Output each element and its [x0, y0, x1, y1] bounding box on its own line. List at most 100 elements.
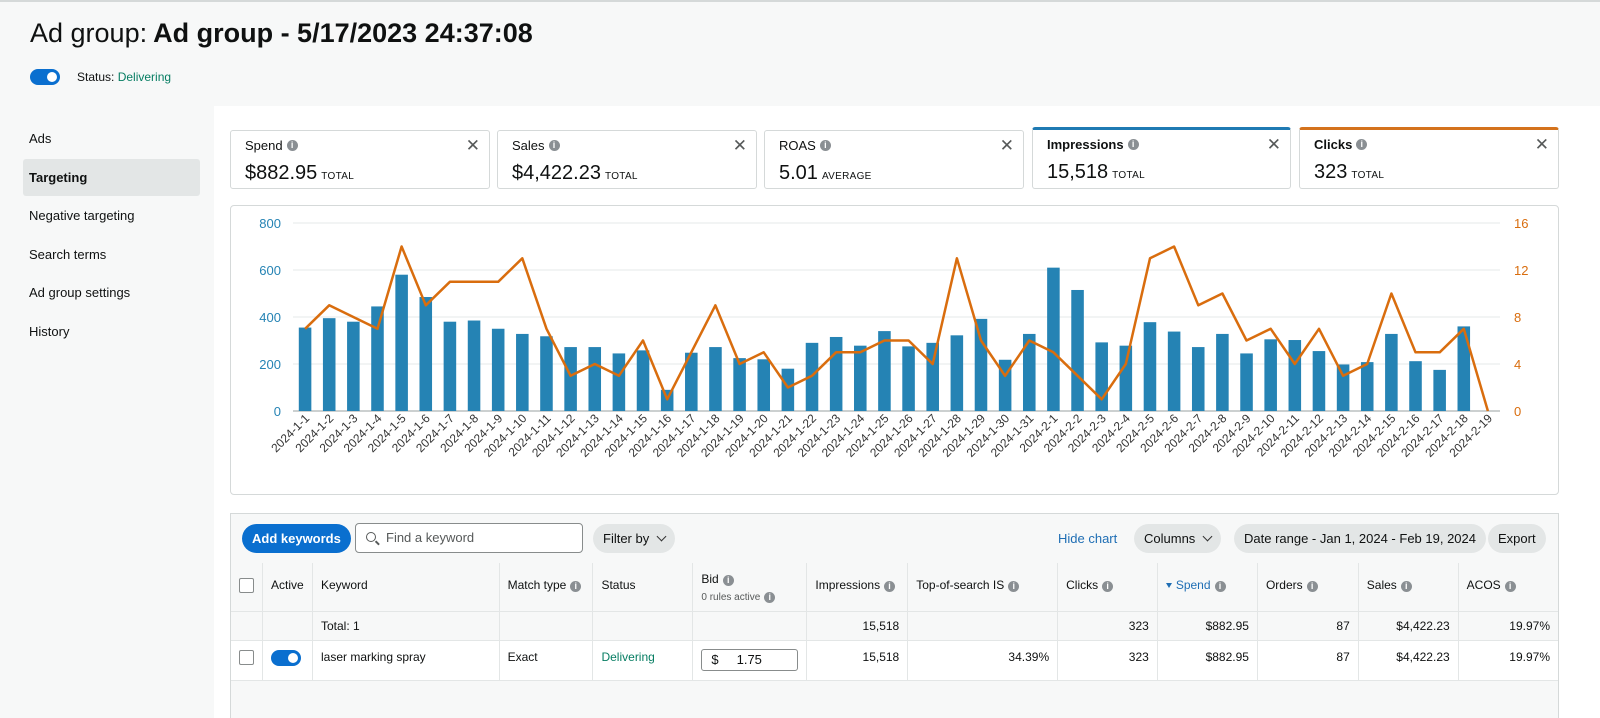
columns-dropdown[interactable]: Columns [1134, 524, 1222, 553]
total-spend: $882.95 [1157, 611, 1258, 641]
metric-card-spend[interactable]: Spend i $882.95 TOTAL ✕ [230, 130, 490, 189]
col-bid[interactable]: Bid i 0 rules active i [692, 563, 808, 612]
close-icon[interactable]: ✕ [465, 136, 480, 155]
col-orders[interactable]: Orders i [1257, 563, 1359, 612]
impressions-bar [757, 359, 771, 411]
impressions-bar [1022, 333, 1036, 411]
impressions-bar [371, 306, 384, 411]
row-top-of-search: 34.39% [907, 640, 1059, 681]
bid-rules-label: 0 rules active [701, 592, 761, 603]
metric-card-roas[interactable]: ROAS i 5.01 AVERAGE ✕ [764, 130, 1024, 189]
impressions-bar [1143, 322, 1157, 411]
col-status[interactable]: Status [592, 563, 694, 612]
bid-input[interactable]: $1.75 [701, 648, 799, 671]
col-spend-label: Spend [1175, 578, 1211, 592]
impressions-bar [395, 274, 408, 411]
select-all-cell [231, 563, 263, 612]
col-impressions[interactable]: Impressions i [806, 563, 909, 612]
impressions-bar [1336, 364, 1350, 411]
col-active[interactable]: Active [262, 563, 313, 612]
keyword-active-toggle[interactable] [271, 649, 301, 666]
search-icon [366, 532, 376, 542]
impressions-bar [1457, 326, 1471, 411]
info-icon: i [1400, 581, 1412, 592]
metric-unit: TOTAL [321, 171, 355, 182]
impressions-bar [854, 345, 867, 411]
filter-by-dropdown[interactable]: Filter by [593, 524, 676, 553]
metric-value: 5.01 [779, 162, 818, 184]
columns-label: Columns [1144, 531, 1196, 546]
sidebar-item-ads[interactable]: Ads [29, 131, 52, 146]
close-icon[interactable]: ✕ [1534, 135, 1549, 154]
keyword-table: Active Keyword Match type i Status Bid i 0 … [231, 563, 1558, 681]
col-keyword[interactable]: Keyword [312, 563, 500, 612]
table-row[interactable]: laser marking spray Exact Delivering $1.… [231, 640, 1558, 681]
total-acos: 19.97% [1458, 611, 1558, 641]
add-keywords-button[interactable]: Add keywords [242, 524, 351, 553]
chevron-down-icon [1202, 531, 1213, 542]
metric-card-sales[interactable]: Sales i $4,422.23 TOTAL ✕ [497, 130, 757, 189]
info-icon: i [1008, 581, 1020, 592]
impressions-bar [540, 336, 553, 411]
metric-card-impressions[interactable]: Impressions i 15,518 TOTAL ✕ [1032, 127, 1291, 189]
export-button[interactable]: Export [1488, 524, 1546, 553]
info-icon: i [1356, 139, 1368, 150]
col-status-label: Status [601, 578, 636, 592]
select-all-checkbox[interactable] [239, 578, 254, 593]
impressions-bar [443, 321, 457, 411]
col-sales-label: Sales [1366, 578, 1397, 592]
col-sales[interactable]: Sales i [1358, 563, 1459, 612]
col-clicks[interactable]: Clicks i [1057, 563, 1158, 612]
sidebar-item-history[interactable]: History [29, 324, 70, 339]
filter-by-label: Filter by [603, 531, 650, 546]
info-icon: i [764, 592, 776, 603]
ad-group-toggle[interactable] [30, 69, 60, 85]
info-icon: i [1102, 581, 1114, 592]
sidebar-item-ad-group-settings[interactable]: Ad group settings [29, 285, 131, 300]
info-icon: i [1504, 581, 1516, 592]
impressions-bar [1360, 362, 1374, 411]
y-left-tick-label: 800 [259, 216, 281, 231]
impressions-bar [1385, 333, 1398, 411]
metric-unit: TOTAL [1351, 170, 1385, 181]
impressions-bar [612, 353, 626, 411]
search-input[interactable]: Find a keyword [355, 523, 583, 553]
performance-chart: 800 16 600 12 400 8 200 4 0 0 2024-1-1 2024-1-2 2024… [230, 205, 1559, 495]
sidebar-item-search-terms[interactable]: Search terms [29, 247, 107, 262]
row-impressions: 15,518 [806, 640, 909, 681]
y-right-tick-label: 12 [1514, 263, 1528, 278]
y-right-tick-label: 0 [1514, 404, 1521, 419]
sidebar-item-negative-targeting[interactable]: Negative targeting [29, 208, 135, 223]
impressions-bar [974, 318, 988, 411]
close-icon[interactable]: ✕ [732, 136, 747, 155]
sort-desc-icon [1165, 583, 1172, 588]
metric-value: $882.95 [245, 162, 318, 184]
col-acos[interactable]: ACOS i [1458, 563, 1558, 612]
col-spend[interactable]: Spend i [1157, 563, 1258, 612]
col-impressions-label: Impressions [815, 578, 881, 592]
info-icon: i [884, 581, 896, 592]
sidebar: Ads Targeting Negative targeting Search … [12, 106, 214, 718]
close-icon[interactable]: ✕ [999, 136, 1014, 155]
info-icon: i [570, 581, 582, 592]
impressions-bar [419, 297, 433, 411]
col-top-of-search[interactable]: Top-of-search IS i [907, 563, 1059, 612]
metric-card-clicks[interactable]: Clicks i 323 TOTAL ✕ [1299, 127, 1559, 189]
row-acos: 19.97% [1458, 640, 1558, 681]
sidebar-item-targeting[interactable]: Targeting [23, 159, 200, 196]
metric-value: 15,518 [1047, 161, 1109, 183]
impressions-bar [1119, 345, 1133, 411]
title-prefix: Ad group: [30, 18, 148, 48]
date-range-button[interactable]: Date range - Jan 1, 2024 - Feb 19, 2024 [1234, 524, 1486, 553]
col-match-type[interactable]: Match type i [499, 563, 594, 612]
row-checkbox[interactable] [239, 649, 254, 665]
metric-label: Impressions [1047, 137, 1124, 152]
y-right-tick-label: 16 [1514, 216, 1528, 231]
impressions-bar [926, 342, 939, 411]
impressions-bar [298, 327, 312, 411]
hide-chart-link[interactable]: Hide chart [1058, 531, 1118, 546]
close-icon[interactable]: ✕ [1266, 135, 1281, 154]
page-title: Ad group: Ad group - 5/17/2023 24:37:08 [30, 18, 533, 49]
col-active-label: Active [271, 578, 304, 592]
